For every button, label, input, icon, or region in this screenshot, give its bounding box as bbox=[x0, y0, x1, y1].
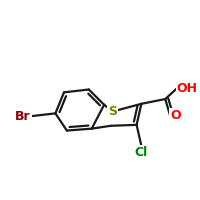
Text: Cl: Cl bbox=[135, 146, 148, 159]
Text: S: S bbox=[108, 105, 117, 118]
Text: OH: OH bbox=[177, 82, 198, 95]
Text: Br: Br bbox=[15, 110, 31, 123]
Text: O: O bbox=[170, 109, 181, 122]
